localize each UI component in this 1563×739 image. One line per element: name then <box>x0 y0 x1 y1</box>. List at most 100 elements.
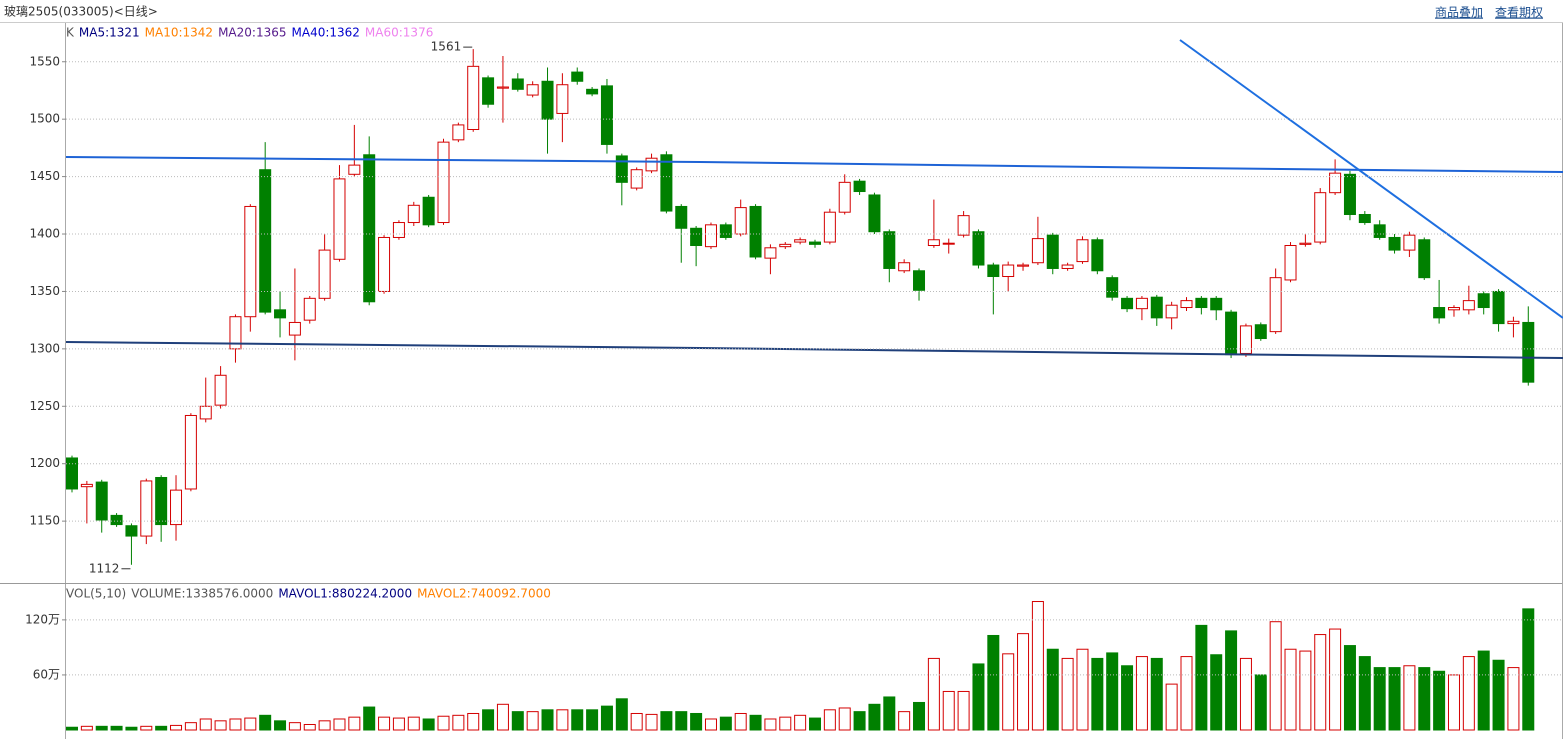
volume-bar <box>1165 683 1178 731</box>
volume-bar <box>927 657 940 731</box>
volume-bar <box>913 701 926 731</box>
volume-bar <box>1284 648 1297 731</box>
candle-body <box>1195 297 1208 309</box>
candle-body <box>526 84 539 96</box>
candle-body <box>1284 245 1297 281</box>
volume-bar <box>957 690 970 731</box>
link[interactable]: 查看期权 <box>1495 6 1543 20</box>
candle-body <box>898 262 911 272</box>
candle-body <box>214 374 227 406</box>
candle-body <box>1388 236 1401 251</box>
candle-body <box>571 71 584 82</box>
volume-bar <box>734 712 747 731</box>
candle-body <box>452 124 465 141</box>
volume-bar <box>66 726 78 731</box>
volume-bar <box>288 722 301 731</box>
candle-body <box>1121 297 1134 310</box>
volume-bar <box>1269 621 1282 731</box>
candle-body <box>184 414 197 490</box>
candle-body <box>690 227 703 247</box>
volume-bar <box>437 715 450 731</box>
candle-body <box>853 180 866 193</box>
volume-bar <box>838 707 851 731</box>
volume-bar <box>1403 665 1416 731</box>
y-tick-label: 1150 <box>29 514 60 528</box>
candle-body <box>378 236 391 292</box>
volume-bar <box>422 718 435 731</box>
candle-body <box>600 85 613 145</box>
volume-bar <box>1358 656 1371 731</box>
legend-entry: MA20:1365 <box>218 26 286 40</box>
candle-body <box>511 78 524 90</box>
volume-bar <box>1225 630 1238 731</box>
candle-body <box>734 207 747 235</box>
volume-bar <box>1017 633 1030 731</box>
candle-body <box>1418 239 1431 279</box>
candle-body <box>1477 293 1490 309</box>
volume-bar <box>1462 656 1475 731</box>
candle-body <box>809 241 821 245</box>
volume-bar <box>779 716 792 731</box>
volume-bar <box>541 709 554 731</box>
candle-body <box>274 309 287 319</box>
volume-bar <box>244 717 257 731</box>
volume-bar <box>259 714 272 731</box>
volume-bar <box>155 725 168 731</box>
volume-bar <box>1507 667 1520 731</box>
candle-body <box>779 243 792 248</box>
candle-body <box>1002 264 1015 278</box>
legend-entry: MA60:1376 <box>365 26 433 40</box>
candle-body <box>1447 307 1460 311</box>
volume-bar <box>690 712 703 731</box>
candle-body <box>407 204 420 224</box>
trend-lines <box>65 39 1563 359</box>
candle-body <box>288 321 301 336</box>
candle-body <box>80 483 93 488</box>
volume-bar <box>1492 659 1505 731</box>
candle-body <box>719 224 732 238</box>
volume-bar <box>853 711 866 731</box>
volume-bar <box>496 703 509 731</box>
volume-bar <box>645 713 658 731</box>
y-tick-label: 1500 <box>29 112 60 126</box>
volume-bar <box>615 698 628 731</box>
volume-bar <box>214 720 227 731</box>
volume-bar <box>749 714 762 731</box>
candle-body <box>972 231 985 266</box>
candle-body <box>1358 213 1371 224</box>
candle-body <box>1343 173 1356 215</box>
candle-body <box>1076 239 1089 263</box>
y-tick-label: 1350 <box>29 284 60 298</box>
candle-body <box>496 86 509 89</box>
y-tick-label: 1200 <box>29 456 60 470</box>
link[interactable]: 商品叠加 <box>1435 5 1483 20</box>
volume-bar <box>1195 624 1208 731</box>
candle-body <box>170 489 183 526</box>
volume-bar <box>110 725 123 731</box>
volume-bar <box>199 718 212 731</box>
volume-bar <box>378 716 391 731</box>
volume-bar <box>764 718 777 731</box>
legend-entry: K <box>66 26 75 40</box>
candle-body <box>467 65 480 131</box>
candle-body <box>868 194 881 233</box>
candle-body <box>259 169 272 313</box>
volume-bar <box>987 634 1000 731</box>
candle-body <box>764 247 777 259</box>
candle-body <box>1061 264 1074 269</box>
candle-body <box>482 77 495 105</box>
candle-body <box>1507 320 1520 325</box>
candle-body <box>155 476 168 526</box>
candle-body <box>1329 172 1342 194</box>
candle-body <box>1403 234 1416 251</box>
volume-bar <box>1329 628 1342 731</box>
volume-bar <box>883 696 896 731</box>
candle-body <box>1165 304 1178 319</box>
volume-bar <box>125 726 138 731</box>
volume-bar <box>556 709 569 731</box>
volume-bar <box>392 717 405 731</box>
volume-bar <box>1343 645 1356 731</box>
candle-body <box>1433 307 1446 319</box>
volume-bar <box>303 723 316 731</box>
candle-body <box>1225 311 1238 356</box>
